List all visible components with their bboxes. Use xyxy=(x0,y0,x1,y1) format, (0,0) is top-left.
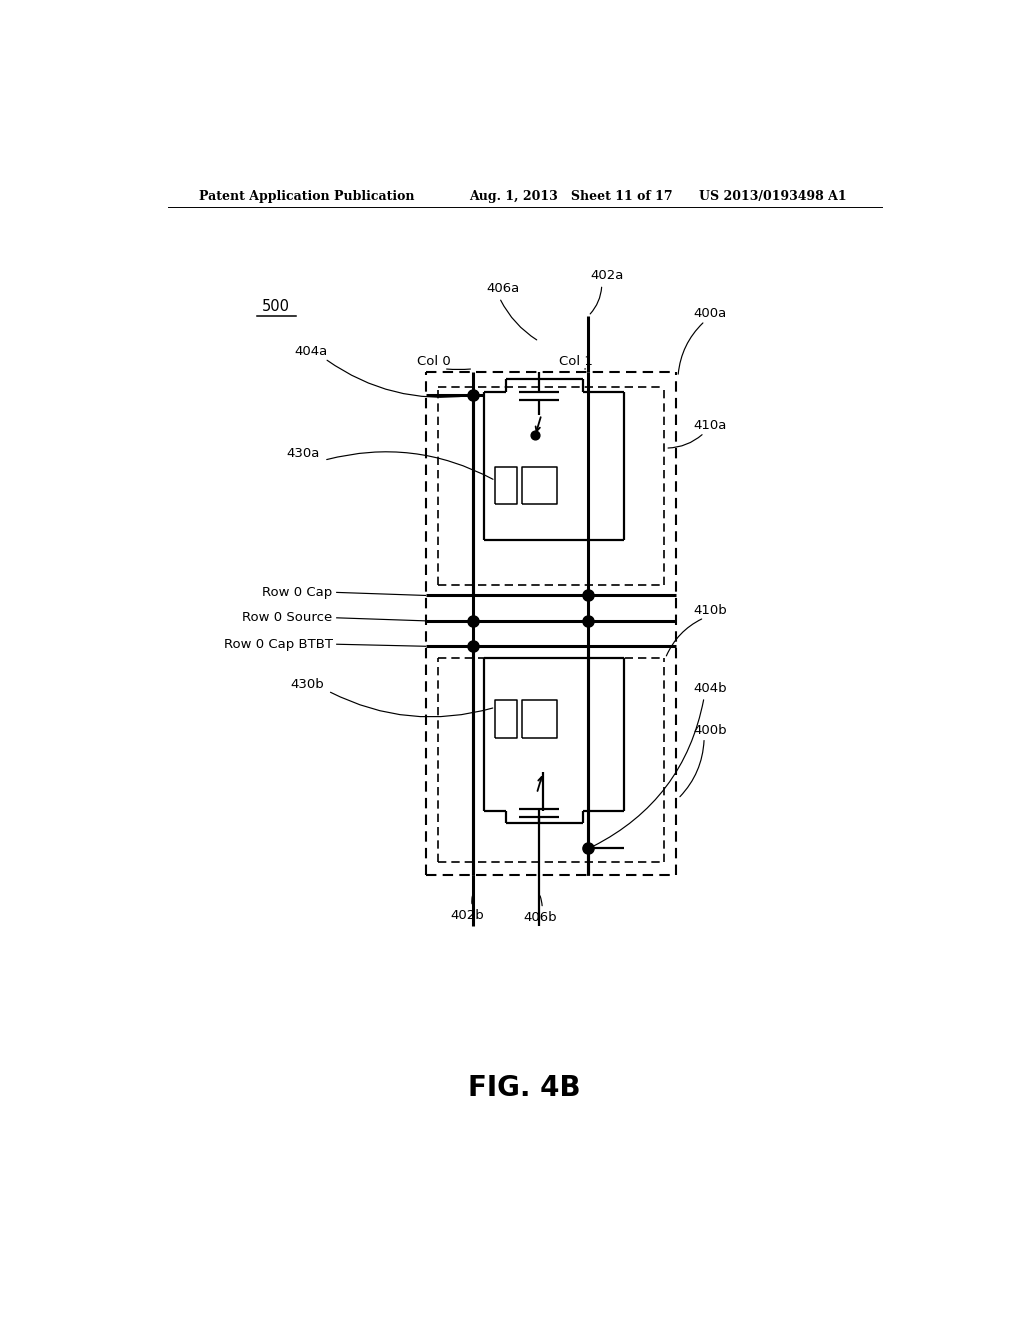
Text: 404b: 404b xyxy=(693,682,727,696)
Text: Row 0 Cap BTBT: Row 0 Cap BTBT xyxy=(224,638,333,651)
Text: Patent Application Publication: Patent Application Publication xyxy=(200,190,415,202)
Point xyxy=(580,610,596,631)
Text: 404a: 404a xyxy=(295,345,328,358)
Point xyxy=(465,610,481,631)
Text: 410b: 410b xyxy=(693,605,727,618)
Text: 430b: 430b xyxy=(290,678,324,692)
Point xyxy=(527,424,544,445)
Text: Col 0: Col 0 xyxy=(417,355,451,368)
Text: FIG. 4B: FIG. 4B xyxy=(469,1074,581,1102)
Point xyxy=(465,636,481,657)
Text: 410a: 410a xyxy=(693,420,726,432)
Text: Row 0 Cap: Row 0 Cap xyxy=(262,586,333,599)
Text: 430a: 430a xyxy=(287,446,321,459)
Text: 500: 500 xyxy=(261,298,290,314)
Point xyxy=(580,585,596,606)
Text: 402a: 402a xyxy=(591,269,624,281)
Point xyxy=(580,837,596,858)
Text: 406b: 406b xyxy=(524,911,557,924)
Text: Col 1: Col 1 xyxy=(559,355,593,368)
Text: 400b: 400b xyxy=(693,725,727,737)
Text: US 2013/0193498 A1: US 2013/0193498 A1 xyxy=(699,190,847,202)
Text: 402b: 402b xyxy=(450,909,483,923)
Text: 400a: 400a xyxy=(693,308,726,321)
Text: Row 0 Source: Row 0 Source xyxy=(243,611,333,624)
Point xyxy=(465,384,481,405)
Text: Aug. 1, 2013   Sheet 11 of 17: Aug. 1, 2013 Sheet 11 of 17 xyxy=(469,190,673,202)
Text: 406a: 406a xyxy=(486,282,520,294)
